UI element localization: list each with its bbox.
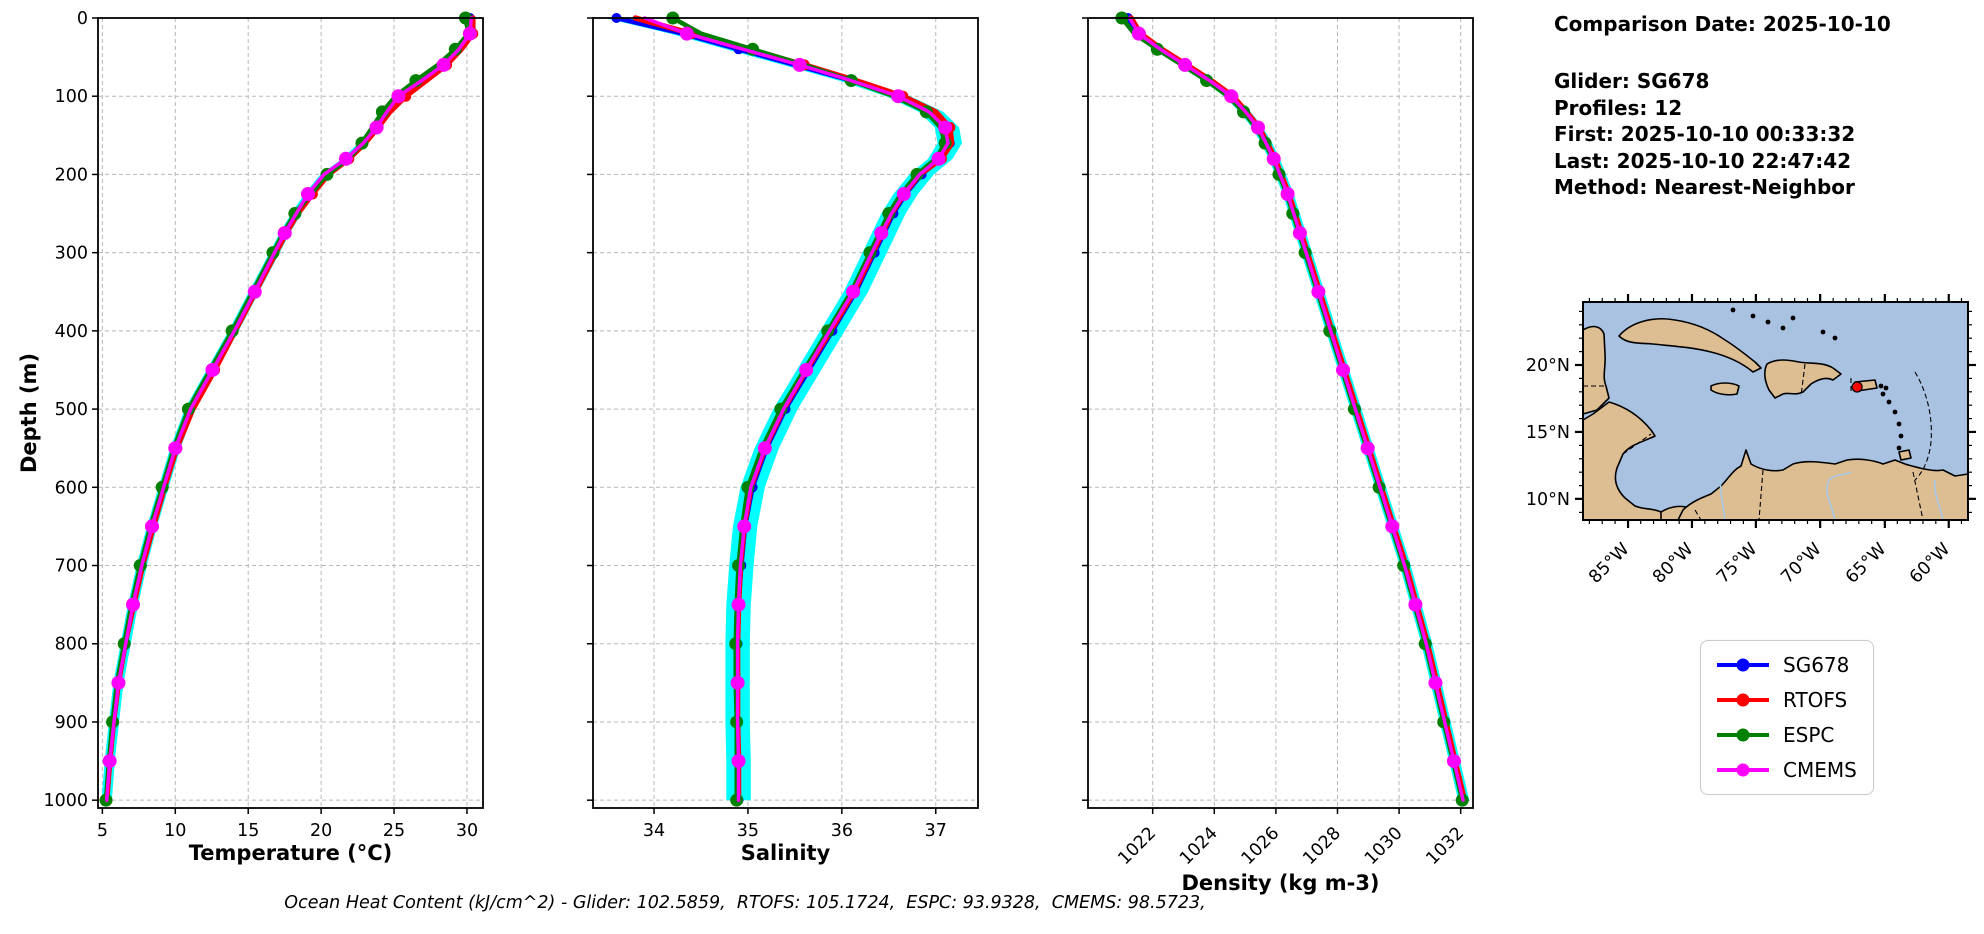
small-islands [1730,307,1904,451]
svg-text:900: 900 [55,713,88,733]
boundaries [1583,363,1932,521]
map-lon-label: 85°W [1585,539,1633,587]
svg-text:1030: 1030 [1361,823,1407,869]
y-axis-ticks [1082,17,1088,801]
series-CMEMS [642,16,953,802]
svg-text:35: 35 [737,821,759,841]
map-lon-label: 75°W [1713,539,1761,587]
svg-text:600: 600 [55,478,88,498]
svg-text:20: 20 [310,821,332,841]
profiles-count-text: Profiles: 12 [1554,95,1683,120]
axes-frame [97,17,484,809]
glider-id-text: Glider: SG678 [1554,69,1710,93]
y-axis-ticks: 0 100 200 300 400 500 600 700 800 900 1000 [43,9,98,811]
legend-line-dot-icon [1717,658,1769,672]
series-CMEMS [1127,16,1465,802]
info-panel: Comparison Date: 2025-10-10 Glider: SG67… [1554,12,1891,201]
rivers [1719,471,1944,521]
map-frame [1582,301,1969,521]
svg-text:300: 300 [55,244,88,264]
legend-line-dot-icon [1717,693,1769,707]
map-lat-label: 15°N [1526,423,1570,443]
legend-label: ESPC [1783,723,1835,747]
x-axis-label: Salinity [741,841,831,865]
ocean-heat-content-text: Ocean Heat Content (kJ/cm^2) - Glider: 1… [284,893,1206,913]
svg-text:1032: 1032 [1423,823,1469,869]
svg-text:10: 10 [164,821,186,841]
plot-area: 34 35 36 37 Salinity [587,11,979,865]
svg-text:37: 37 [925,821,947,841]
svg-text:1028: 1028 [1299,823,1345,869]
svg-text:1022: 1022 [1115,823,1161,869]
map-lon-label: 70°W [1777,539,1825,587]
svg-text:100: 100 [55,87,88,107]
map-lon-label: 65°W [1842,539,1890,587]
series-CMEMS [102,16,477,802]
salinity-profile-chart: 34 35 36 37 Salinity [587,11,979,865]
svg-text:700: 700 [55,557,88,577]
svg-text:400: 400 [55,322,88,342]
last-profile-time-text: Last: 2025-10-10 22:47:42 [1554,148,1852,173]
svg-text:36: 36 [831,821,853,841]
temperature-profile-chart: 5 10 15 20 25 30 0 100 200 300 400 500 600 700 800 900 1… [17,9,484,865]
legend-item-cmems: CMEMS [1715,758,1857,782]
svg-text:1000: 1000 [43,791,88,811]
caribbean-location-map: 85°W 80°W 75°W 70°W 65°W 60°W 20°N 15°N 10°N [1526,294,1976,588]
y-axis-label: Depth (m) [17,353,41,473]
x-axis-ticks: 1022 1024 1026 1028 1030 1032 [1115,808,1469,869]
x-axis-label: Density (kg m-3) [1181,871,1379,895]
svg-text:15: 15 [237,821,259,841]
plot-area: 5 10 15 20 25 3001002003004005006007008009001… [17,9,484,865]
svg-text:1026: 1026 [1238,823,1284,869]
legend-item-sg678: SG678 [1715,653,1857,677]
svg-text:34: 34 [643,821,665,841]
legend-label: RTOFS [1783,688,1848,712]
map-lon-label: 60°W [1906,539,1954,587]
comparison-date-text: Comparison Date: 2025-10-10 [1554,12,1891,36]
x-axis-ticks: 5 10 15 20 25 30 [97,808,478,841]
legend-line-dot-icon [1717,763,1769,777]
glider-position-marker [1851,381,1863,393]
landmasses [1582,318,1969,521]
density-profile-chart: 1022 1024 1026 1028 1030 1032 Density (kg m-3) [1082,11,1474,895]
plot-area: 1022 1024 1026 1028 1030 1032 Density (kg m-3) [1082,11,1474,895]
svg-text:30: 30 [456,821,478,841]
method-text: Method: Nearest-Neighbor [1554,175,1855,199]
map-canvas: 85°W 80°W 75°W 70°W 65°W 60°W 20°N 15°N 10°N [1526,294,1976,588]
legend-label: SG678 [1783,653,1850,677]
svg-text:800: 800 [55,635,88,655]
y-axis-ticks [587,17,593,801]
svg-text:500: 500 [55,400,88,420]
map-lat-label: 10°N [1526,490,1570,510]
svg-text:5: 5 [97,821,108,841]
svg-text:200: 200 [55,165,88,185]
x-axis-label: Temperature (°C) [189,841,392,865]
axes-frame [592,17,979,809]
legend-label: CMEMS [1783,758,1857,782]
map-ticks [1575,294,1976,528]
legend-item-espc: ESPC [1715,723,1857,747]
svg-text:1024: 1024 [1176,823,1222,869]
legend-line-dot-icon [1717,728,1769,742]
legend: SG678 RTOFS ESPC CMEMS [1700,640,1874,795]
legend-item-rtofs: RTOFS [1715,688,1857,712]
x-axis-ticks: 34 35 36 37 [643,808,947,841]
svg-text:25: 25 [383,821,405,841]
first-profile-time-text: First: 2025-10-10 00:33:32 [1554,122,1856,146]
axes-frame [1087,17,1474,809]
map-lat-label: 20°N [1526,356,1570,376]
map-lon-label: 80°W [1649,539,1697,587]
svg-text:0: 0 [77,9,88,29]
